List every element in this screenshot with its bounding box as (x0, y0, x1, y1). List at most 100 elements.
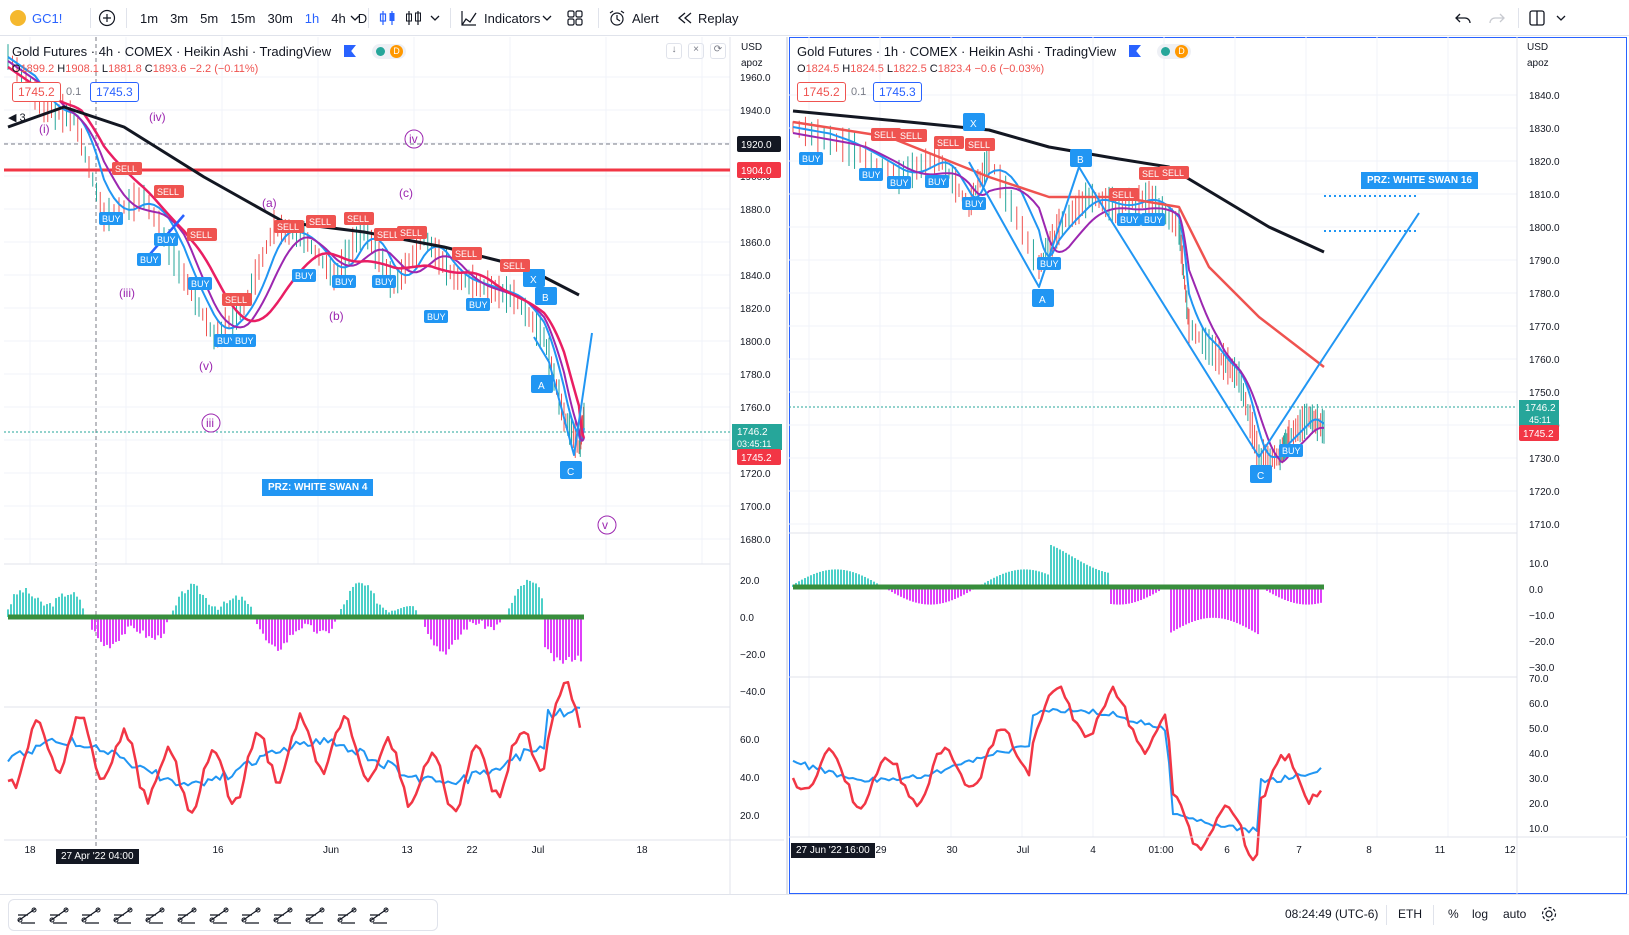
indicator-count: 3 (19, 112, 26, 124)
symbol-search[interactable]: GC1! (10, 0, 62, 36)
signal-sell: SELL (937, 138, 959, 148)
log-toggle[interactable]: log (1472, 907, 1489, 921)
compare-add-button[interactable] (98, 0, 116, 36)
layout-button[interactable] (1528, 0, 1546, 36)
pane-divider[interactable] (786, 37, 788, 894)
rsi-tick: 40.0 (1529, 749, 1549, 760)
alert-button[interactable]: Alert (608, 0, 659, 36)
market-open-dot (1161, 47, 1170, 56)
percent-toggle[interactable]: % (1448, 907, 1459, 921)
price-tick: 1790.0 (1529, 256, 1560, 267)
interval-1m[interactable]: 1m (140, 10, 159, 26)
close-icon[interactable]: × (688, 43, 704, 59)
chart-style-button[interactable] (404, 0, 424, 36)
signal-buy: BUY (862, 170, 881, 180)
interval-15m[interactable]: 15m (230, 10, 256, 26)
flag-icon[interactable] (1129, 45, 1141, 57)
right-chart-canvas[interactable]: 1840.0 1830.0 1820.0 1810.0 1800.0 1790.0 1780… (789, 37, 1627, 894)
interval-D[interactable]: D (357, 10, 368, 26)
chart-pane-left[interactable]: 1960.01940.01920.01900.01880.01860.01840… (4, 37, 784, 894)
clock[interactable]: 08:24:49 (UTC-6) (1285, 907, 1379, 921)
gold-coin-icon (10, 10, 26, 26)
pattern-tool-icon[interactable] (303, 904, 327, 926)
brush-tool-icon[interactable] (111, 904, 135, 926)
signal-sell-bg (306, 215, 336, 228)
interval-30m[interactable]: 30m (267, 10, 293, 26)
interval-1h[interactable]: 1h (304, 10, 320, 26)
currency-selector[interactable]: USD (741, 42, 763, 53)
abc-badge-bg (1250, 465, 1272, 483)
osc-tick: −20.0 (740, 650, 766, 661)
undo-button[interactable] (1454, 0, 1472, 36)
abc-badge: B (1077, 155, 1084, 166)
indicators-label: Indicators (484, 10, 541, 26)
indicators-dropdown[interactable] (542, 0, 552, 36)
replay-button[interactable]: Replay (676, 0, 738, 36)
chart-settings-button[interactable] (1540, 905, 1558, 928)
price-tick: 1940.0 (740, 106, 771, 117)
osc-tick: −20.0 (1529, 637, 1555, 648)
unit-selector[interactable]: apoz (741, 58, 763, 69)
signal-buy-bg (799, 152, 823, 165)
ma-mid (792, 132, 1325, 463)
tag-bid: 1745.2 (1523, 429, 1554, 440)
long-position-tool-icon[interactable] (367, 904, 391, 926)
wave-label: (iii) (119, 286, 135, 300)
redo-icon (1489, 13, 1505, 24)
interval-4h[interactable]: 4h (331, 10, 346, 26)
price-tick: 1750.0 (1529, 388, 1560, 399)
signal-buy-bg (99, 212, 123, 225)
last-tag-bg (732, 424, 782, 450)
candle-type-button[interactable] (378, 0, 398, 36)
indicator-collapse[interactable]: ◀ 3 (8, 112, 26, 124)
signal-buy-bg (962, 197, 986, 210)
sell-price-box[interactable]: 1745.2 (797, 82, 846, 102)
scroll-down-icon[interactable]: ↓ (666, 43, 682, 59)
rsi-tick: 30.0 (1529, 774, 1549, 785)
redo-button[interactable] (1488, 0, 1506, 36)
interval-5m[interactable]: 5m (200, 10, 219, 26)
interval-dropdown[interactable] (350, 0, 360, 36)
sell-price-box[interactable]: 1745.2 (12, 82, 61, 102)
measure-tool-icon[interactable] (175, 904, 199, 926)
currency-selector[interactable]: USD (1527, 42, 1549, 53)
layout-dropdown[interactable] (1556, 0, 1566, 36)
indicators-button[interactable]: Indicators (460, 0, 540, 36)
left-chart-title: Gold Futures · 4h · COMEX · Heikin Ashi … (12, 44, 332, 59)
projection-tool-icon[interactable] (335, 904, 359, 926)
session-toggle[interactable]: ETH (1398, 907, 1422, 921)
templates-button[interactable] (566, 0, 584, 36)
price-tick: 1820.0 (740, 304, 771, 315)
wave-label: (c) (399, 186, 413, 200)
interval-3m[interactable]: 3m (170, 10, 189, 26)
signal-buy-bg (424, 310, 448, 323)
osc-tick: −40.0 (740, 687, 766, 698)
alarm-clock-icon (609, 10, 625, 26)
rsi-signal-line (792, 707, 1322, 834)
prz-label: PRZ: WHITE SWAN 4 (262, 479, 374, 496)
flag-icon[interactable] (344, 45, 356, 57)
price-tick: 1830.0 (1529, 124, 1560, 135)
cursor-tool-icon[interactable] (15, 904, 39, 926)
auto-toggle[interactable]: auto (1503, 907, 1527, 921)
signal-sell: SELL (900, 131, 922, 141)
right-chart-title: Gold Futures · 1h · COMEX · Heikin Ashi … (797, 44, 1117, 59)
time-tick: 7 (1296, 845, 1302, 856)
time-tick: 6 (1224, 845, 1230, 856)
left-chart-canvas[interactable]: 1960.01940.01920.01900.01880.01860.01840… (4, 37, 784, 894)
top-toolbar: GC1! 1m 3m 5m 15m 30m 1h 4h D Indicators Alert … (0, 0, 1629, 36)
abc-badge-bg (1070, 149, 1092, 167)
zoom-tool-icon[interactable] (207, 904, 231, 926)
chart-style-dropdown[interactable] (430, 0, 440, 36)
chart-pane-right[interactable]: 1840.0 1830.0 1820.0 1810.0 1800.0 1790.0 1780… (789, 37, 1627, 894)
text-tool-icon[interactable] (143, 904, 167, 926)
fib-tool-icon[interactable] (79, 904, 103, 926)
refresh-icon[interactable]: ⟳ (710, 43, 726, 59)
path-tool-icon[interactable] (239, 904, 263, 926)
buy-price-box[interactable]: 1745.3 (873, 82, 922, 102)
buy-price-box[interactable]: 1745.3 (90, 82, 139, 102)
trend-line-tool-icon[interactable] (47, 904, 71, 926)
shapes-tool-icon[interactable] (271, 904, 295, 926)
price-tick: 1700.0 (740, 502, 771, 513)
unit-selector[interactable]: apoz (1527, 58, 1549, 69)
